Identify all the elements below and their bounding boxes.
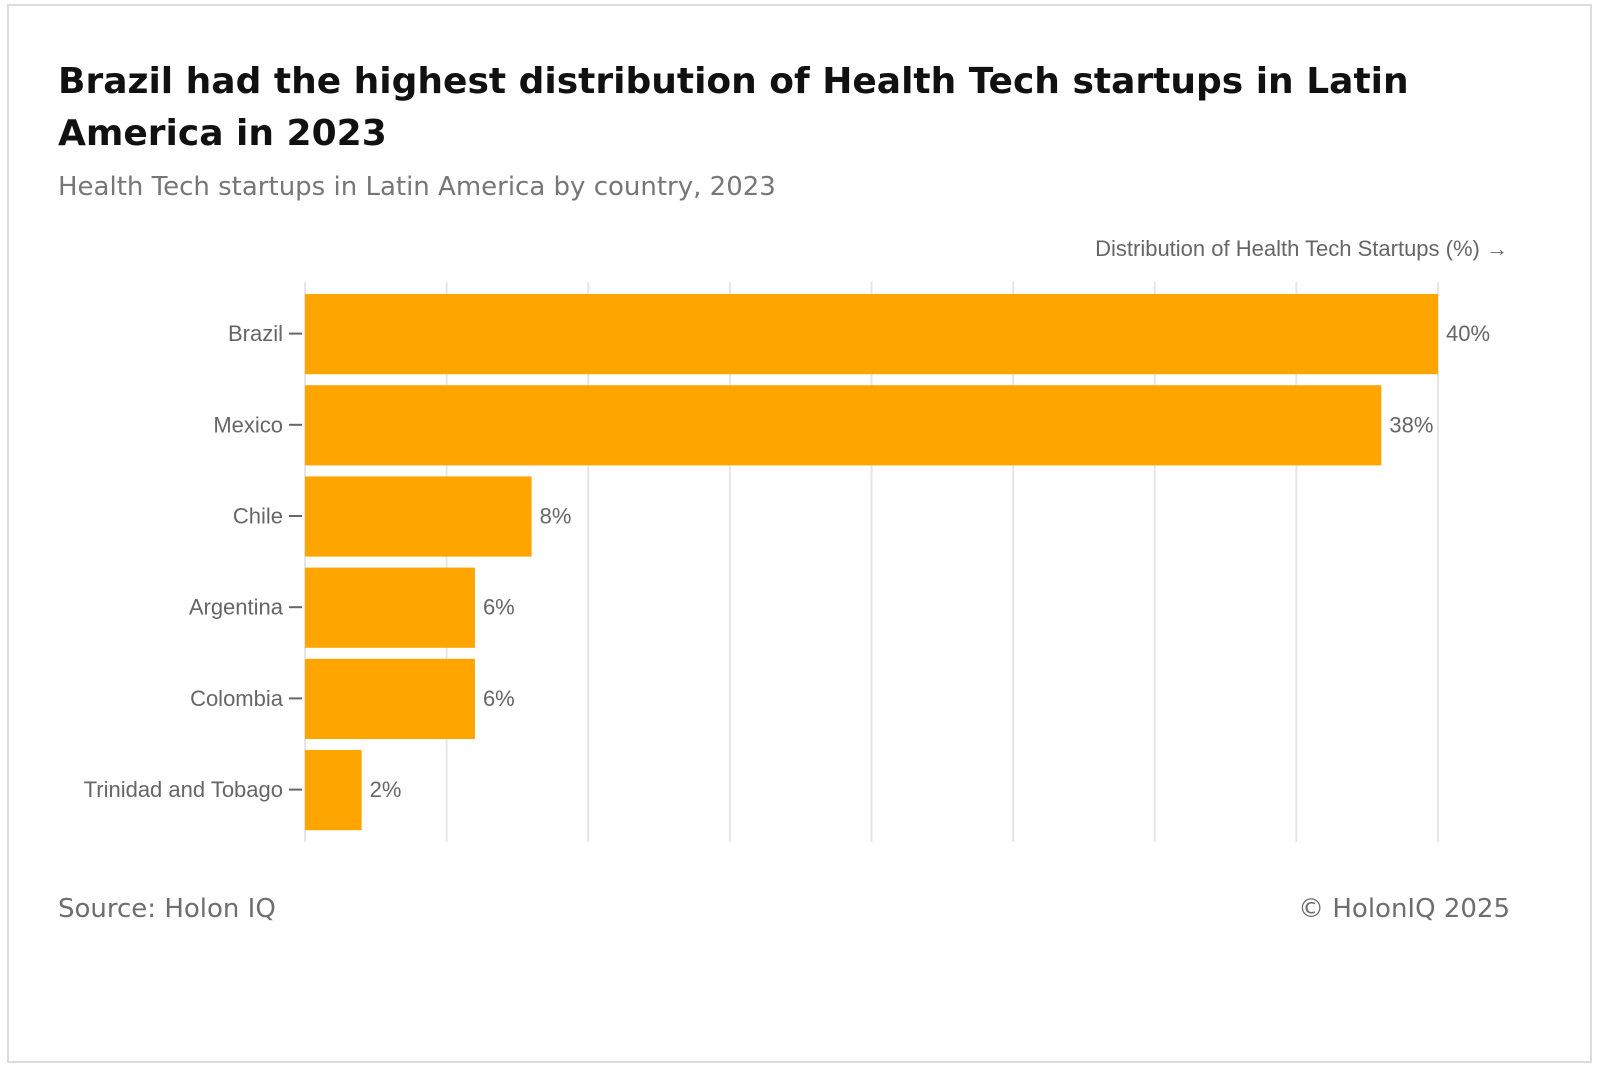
bar-argentina — [305, 567, 475, 648]
chart-card — [7, 4, 1592, 1063]
category-label: Brazil — [228, 321, 283, 346]
category-label: Argentina — [189, 595, 284, 620]
bar-brazil — [305, 294, 1438, 375]
bars — [305, 294, 1438, 831]
chart-title: Brazil had the highest distribution of H… — [58, 61, 1409, 154]
gridlines — [304, 282, 1439, 842]
bar-chile — [305, 476, 532, 557]
copyright-note: © HolonIQ 2025 — [1298, 894, 1510, 924]
data-label: 6% — [483, 686, 515, 711]
data-label: 2% — [370, 777, 402, 802]
data-label: 6% — [483, 595, 515, 620]
data-label: 38% — [1389, 412, 1433, 437]
data-label: 40% — [1446, 321, 1490, 346]
labels: Brazil 40% Mexico 38% Chile 8% Argentina 6% Colo… — [84, 321, 1490, 802]
bar-trinidad-and-tobago — [305, 750, 362, 831]
data-label: 8% — [540, 504, 572, 529]
category-label: Chile — [233, 504, 283, 529]
chart-subtitle: Health Tech startups in Latin America by… — [58, 172, 776, 202]
category-label: Trinidad and Tobago — [84, 777, 283, 802]
category-label: Mexico — [213, 412, 283, 437]
source-note: Source: Holon IQ — [58, 894, 276, 924]
bar-mexico — [305, 385, 1382, 466]
category-label: Colombia — [190, 686, 284, 711]
x-axis-label: Distribution of Health Tech Startups (%)… — [1095, 236, 1508, 261]
bar-colombia — [305, 658, 475, 739]
